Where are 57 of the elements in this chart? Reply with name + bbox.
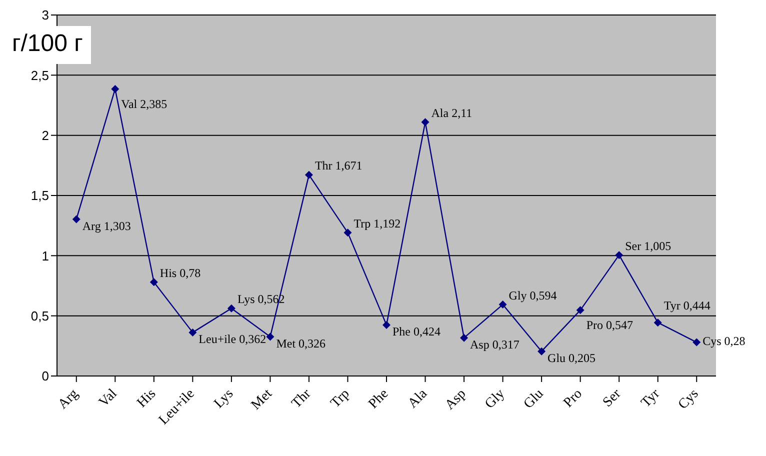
point (150, 278, 158, 286)
y-tick-label: 0,5 (30, 308, 49, 324)
x-tick-label: Trp (328, 386, 353, 412)
y-tick-label: 1 (42, 248, 49, 264)
y-tick-label: 2,5 (30, 68, 49, 83)
x-tick-label: Val (96, 386, 120, 410)
point (460, 334, 468, 342)
point (538, 347, 546, 356)
point (72, 215, 80, 224)
point (692, 338, 701, 346)
data-label: Val 2,385 (121, 96, 168, 111)
data-label: Gly 0,594 (508, 288, 557, 302)
x-tick-label: Phe (366, 386, 392, 412)
y-tick-label: 2 (42, 128, 49, 143)
point (576, 306, 584, 314)
data-label: Cys 0,28 (702, 334, 746, 348)
point (266, 332, 274, 341)
x-tick-label: Asp (442, 386, 470, 414)
x-tick-label: Cys (676, 386, 702, 413)
x-tick-label: Tyr (638, 386, 664, 411)
data-label: Trp 1,192 (354, 216, 401, 230)
point (615, 251, 624, 260)
x-tick-label: Met (248, 386, 276, 414)
point (498, 300, 507, 309)
y-tick-label: 1,5 (30, 188, 49, 204)
x-tick-label: Glu (521, 386, 547, 412)
point (111, 85, 120, 94)
x-tick-label: Ser (600, 386, 624, 410)
x-tick-label: Gly (482, 386, 508, 412)
data-label: His 0,78 (160, 266, 201, 280)
point (344, 228, 352, 237)
point (304, 170, 313, 179)
y-tick-label: 0 (42, 368, 49, 384)
data-label: Asp 0,317 (470, 338, 520, 352)
x-tick-label: Ala (405, 386, 431, 412)
x-tick-label: Thr (289, 386, 314, 412)
y-tick-label: 3 (42, 8, 49, 23)
point (654, 318, 662, 327)
data-label: Met 0,326 (276, 336, 326, 351)
data-label: Thr 1,671 (314, 158, 362, 173)
data-label: Arg 1,303 (82, 218, 131, 233)
x-tick-label: Pro (561, 386, 586, 411)
x-tick-label: His (134, 386, 160, 411)
data-label: Leu+ile 0,362 (198, 332, 266, 346)
point (188, 328, 197, 336)
data-label: Tyr 0,444 (664, 298, 710, 312)
y-axis-title: г/100 г (8, 26, 91, 64)
data-label: Ala 2,11 (431, 106, 472, 120)
data-label: Phe 0,424 (392, 324, 440, 339)
point (382, 320, 390, 329)
point (227, 304, 236, 312)
data-label: Pro 0,547 (586, 318, 633, 332)
point (421, 118, 430, 126)
data-label: Ser 1,005 (625, 238, 672, 253)
x-tick-label: Arg (56, 386, 82, 412)
x-tick-label: Lys (212, 386, 237, 412)
data-label: Glu 0,205 (548, 351, 596, 366)
